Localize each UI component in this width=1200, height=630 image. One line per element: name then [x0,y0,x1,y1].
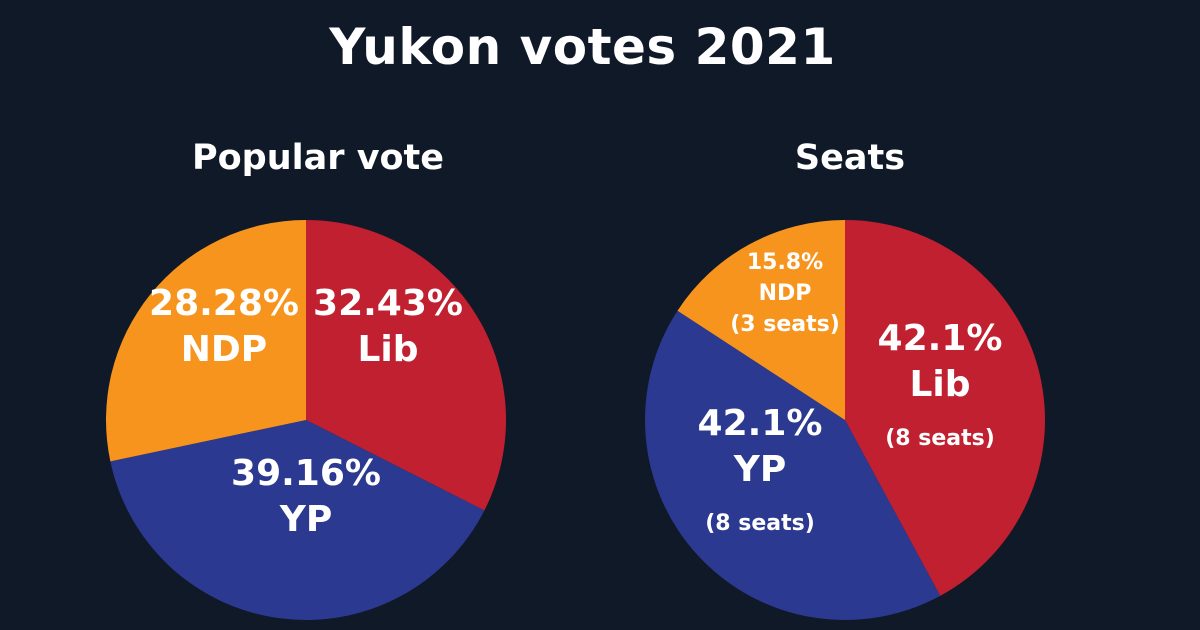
popular-vote-ndp-label-label: 28.28% [149,283,299,324]
seats-title: Seats [794,138,906,178]
seats-lib-seats-label: (8 seats) [885,426,995,451]
popular-vote-slice-yp [110,420,485,620]
popular-vote-slice-ndp [105,220,306,462]
seats-slice-yp [645,310,941,621]
seats-ndp-label-label: 15.8% [747,250,823,275]
seats-slice-lib [845,220,1045,596]
seats-ndp-party-label: NDP [759,281,812,306]
chart-title: Yukon votes 2021 [329,18,836,76]
seats-lib-label-label: 42.1% [878,318,1003,359]
seats-yp-label-label: 42.1% [698,403,823,444]
seats-yp-party-label: YP [733,449,786,490]
popular-vote-lib-label-label: 32.43% [313,283,463,324]
popular-vote-title: Popular vote [191,138,445,178]
seats-yp-seats-label: (8 seats) [705,511,815,536]
popular-vote-slice-lib [306,220,506,511]
popular-vote-ndp-party-label: NDP [181,329,267,370]
seats-ndp-seats-label: (3 seats) [730,312,840,337]
seats-lib-party-label: Lib [909,364,970,405]
popular-vote-yp-party-label: YP [279,499,332,540]
popular-vote-lib-party-label: Lib [357,329,418,370]
popular-vote-yp-label-label: 39.16% [231,453,381,494]
seats-slice-ndp [677,220,845,420]
